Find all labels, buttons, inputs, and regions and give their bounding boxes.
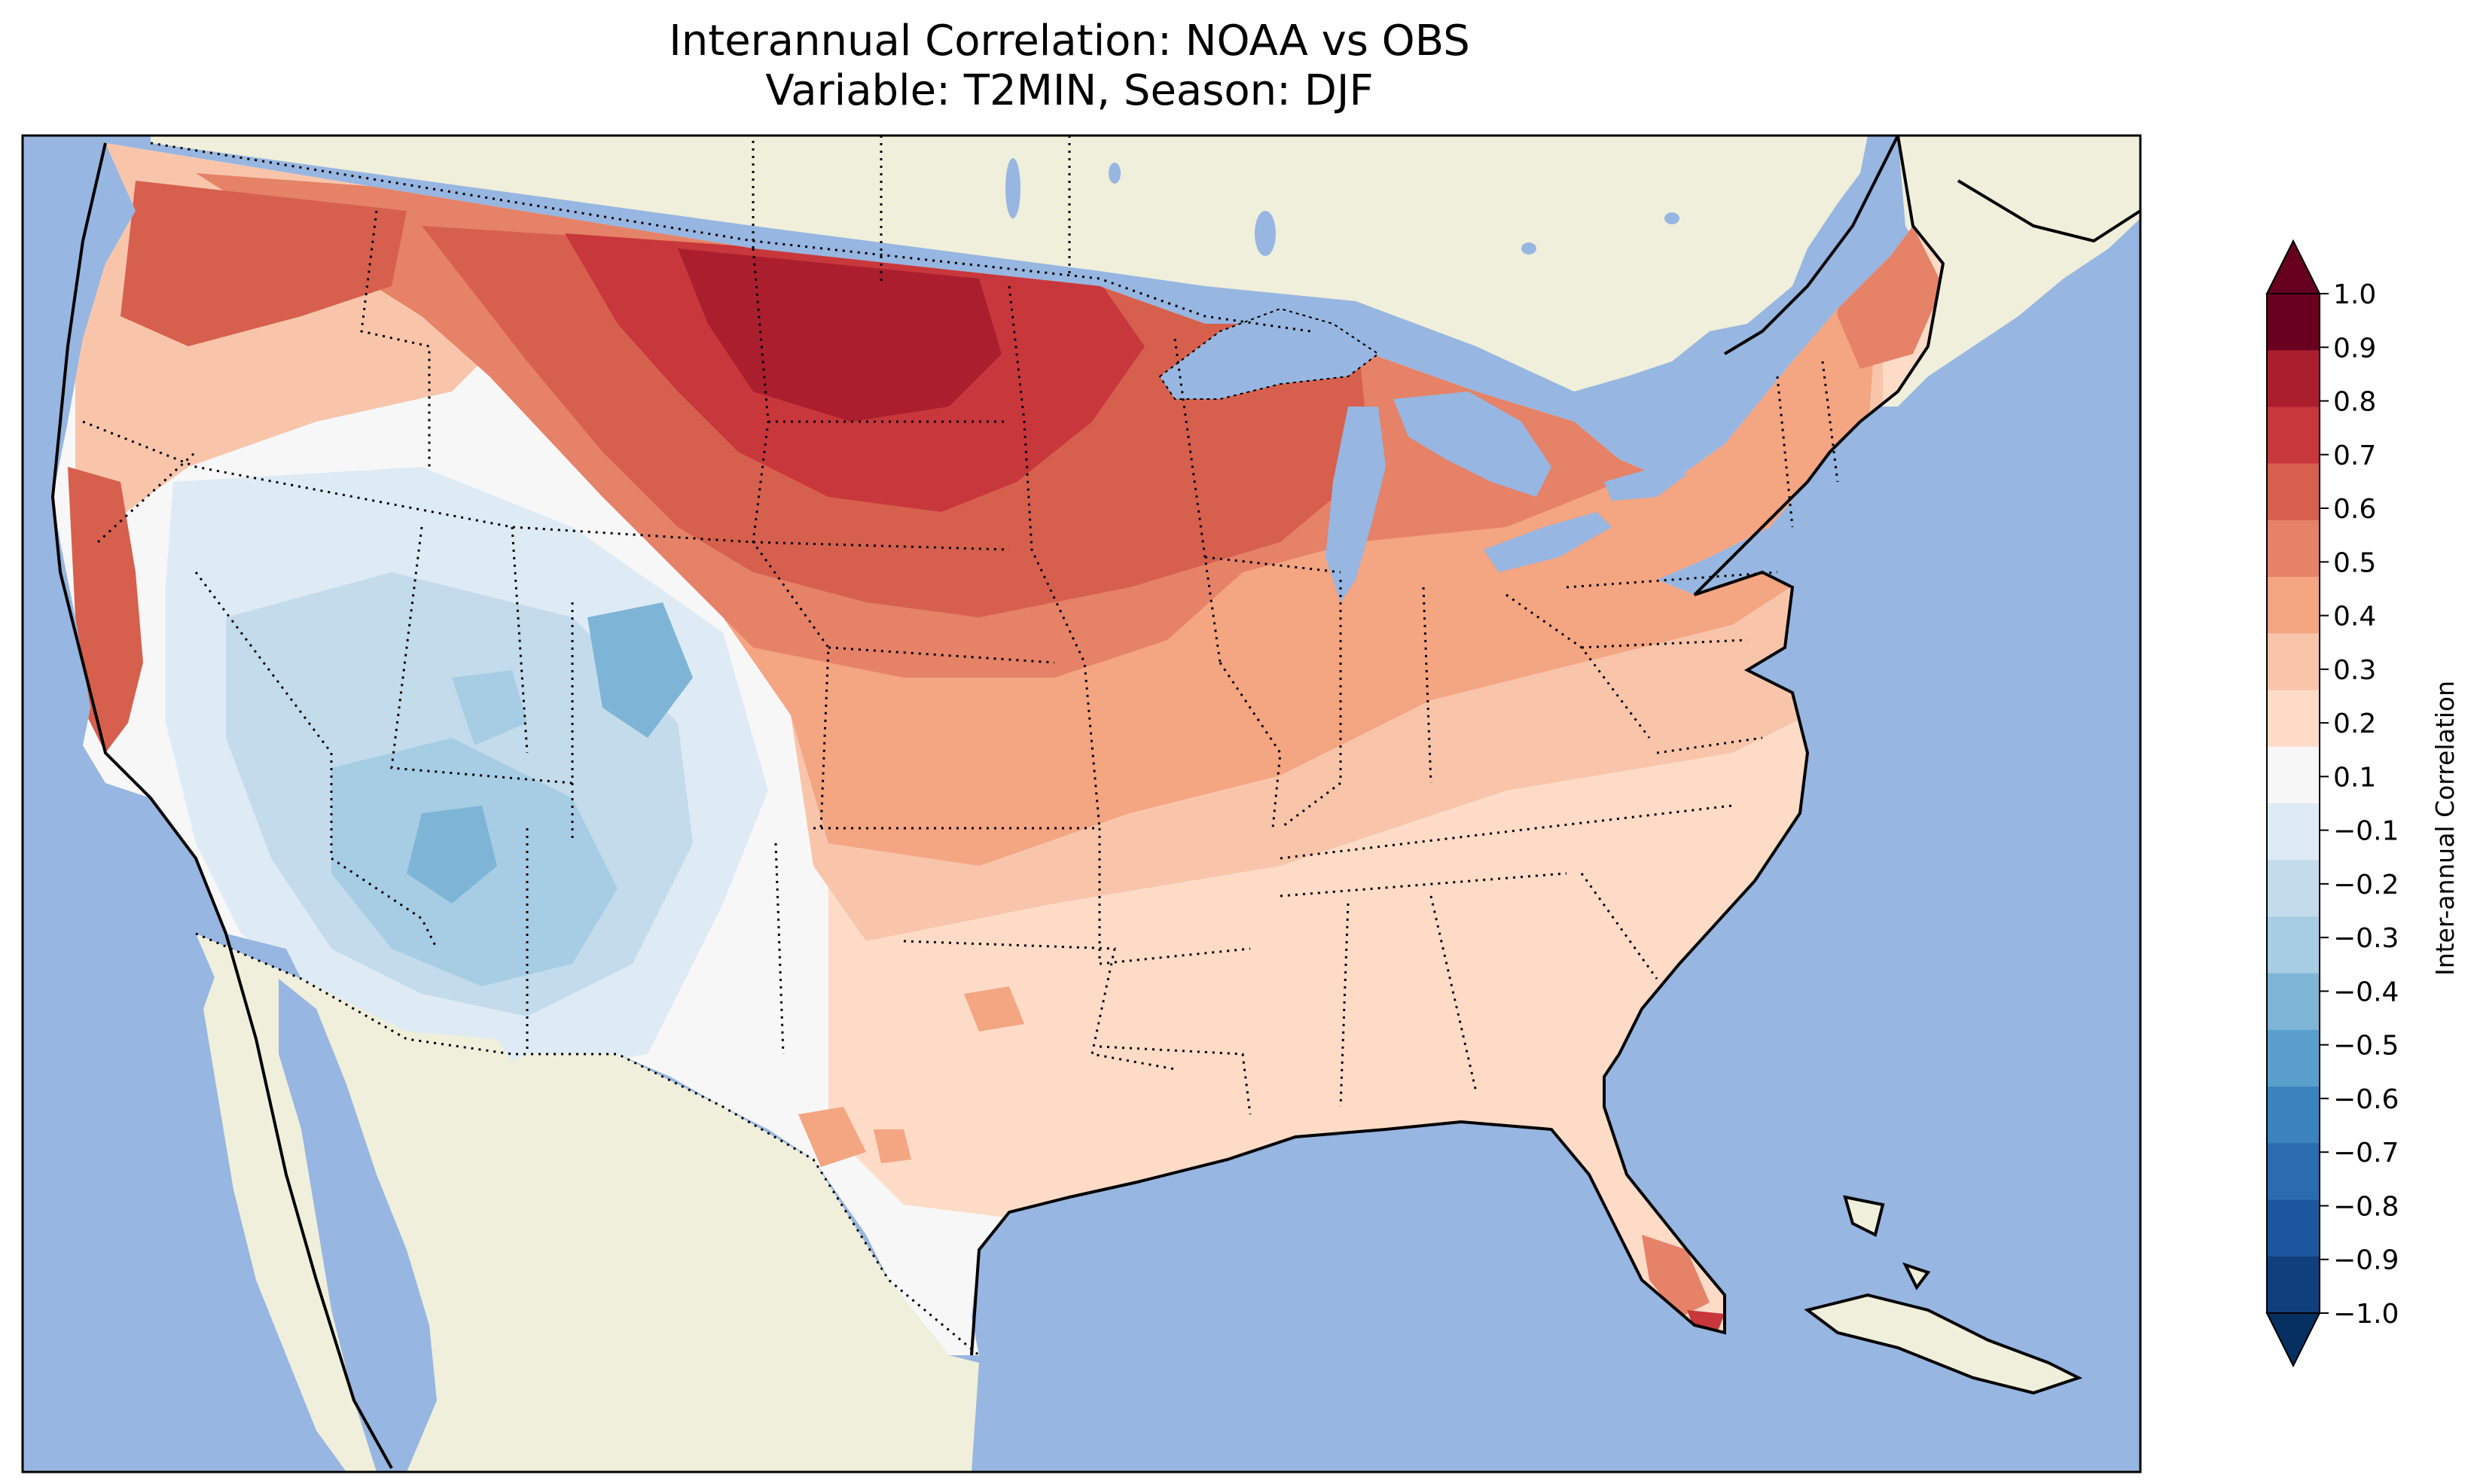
colorbar-tick-label: −0.7 <box>2333 1138 2399 1169</box>
map-frame <box>21 134 2142 1473</box>
canada-lake <box>1255 211 1276 256</box>
canada-land <box>151 136 1868 392</box>
colorbar-tick-label: −0.1 <box>2333 816 2399 847</box>
state-borders <box>82 136 1839 1115</box>
canada-lake <box>1521 242 1536 254</box>
us-coastline <box>50 142 393 1469</box>
colorbar-bin <box>2267 1256 2320 1314</box>
colorbar-frame <box>2266 293 2320 1314</box>
colorbar-ticks: 1.0 0.9 0.8 0.7 0.6 0.5 0.4 0.3 0.2 0.1 −0.1 −0.2 −0… <box>2320 279 2399 1330</box>
chart-title: Interannual Correlation: NOAA vs OBS Var… <box>0 17 2139 116</box>
colorbar-label: Inter-annual Correlation <box>2430 681 2460 976</box>
colorbar-bin <box>2267 803 2320 861</box>
colorbar-tick-label: −0.6 <box>2333 1084 2399 1115</box>
title-line-1: Interannual Correlation: NOAA vs OBS <box>669 17 1470 66</box>
colorbar-tick-label: −0.5 <box>2333 1031 2399 1062</box>
canada-lake <box>1109 163 1121 184</box>
colorbar-tick-label: −1.0 <box>2333 1299 2399 1330</box>
colorbar-tick-label: 0.7 <box>2333 440 2376 471</box>
colorbar-bin <box>2267 1029 2320 1087</box>
colorbar-bin <box>2267 633 2320 691</box>
colorbar-bin <box>2267 577 2320 634</box>
canada-lake <box>1005 158 1020 218</box>
title-line-2: Variable: T2MIN, Season: DJF <box>765 66 1374 115</box>
colorbar-extend-max <box>2265 239 2321 294</box>
colorbar-bin <box>2267 973 2320 1031</box>
colorbar-bin <box>2267 916 2320 974</box>
canada-lake <box>1664 212 1679 224</box>
colorbar-tick-label: 0.3 <box>2333 655 2376 686</box>
lake-ontario <box>1604 467 1687 501</box>
colorbar-tick-label: 0.1 <box>2333 762 2376 793</box>
colorbar-tick-label: 0.6 <box>2333 494 2376 525</box>
colorbar-tick-label: 0.8 <box>2333 387 2376 418</box>
colorbar-bin <box>2267 746 2320 804</box>
colorbar-tick-label: 0.9 <box>2333 333 2376 364</box>
colorbar-tick-label: 1.0 <box>2333 279 2376 310</box>
colorbar-tick-label: −0.3 <box>2333 923 2399 954</box>
colorbar-bin <box>2267 860 2320 917</box>
colorbar-tick-label: −0.8 <box>2333 1191 2399 1222</box>
colorbar-bin <box>2267 350 2320 407</box>
lake-erie <box>1484 512 1612 572</box>
colorbar-tick-label: −0.9 <box>2333 1245 2399 1276</box>
canada-coastline <box>1723 136 2140 355</box>
cuba-land <box>1804 1293 2083 1395</box>
colorbar-bin <box>2267 520 2320 577</box>
colorbar-bin <box>2267 294 2320 351</box>
colorbar-bin <box>2267 1143 2320 1201</box>
gulf-of-california <box>279 979 437 1472</box>
colorbar-tick-label: 0.4 <box>2333 602 2376 632</box>
bahamas-island <box>1902 1262 1931 1291</box>
baja-california <box>203 945 377 1472</box>
colorbar-extend-min <box>2265 1312 2321 1368</box>
colorbar-tick-label: 0.5 <box>2333 547 2376 578</box>
gulf-coastline <box>970 136 1945 1356</box>
colorbar-bin <box>2267 407 2320 465</box>
bahamas-island <box>1843 1195 1885 1237</box>
colorbar-tick-label: 0.2 <box>2333 708 2376 739</box>
colorbar-bin <box>2267 1199 2320 1257</box>
colorbar-bins <box>2265 239 2321 1368</box>
canada-us-border <box>150 142 1311 333</box>
lake-huron <box>1393 392 1551 497</box>
lake-michigan <box>1325 407 1386 602</box>
colorbar-bin <box>2267 463 2320 521</box>
colorbar-bin <box>2267 1086 2320 1144</box>
colorbar-tick-label: −0.4 <box>2333 977 2399 1007</box>
colorbar-bin <box>2267 690 2320 748</box>
colorbar-tick-label: −0.2 <box>2333 870 2399 900</box>
lake-superior <box>1158 307 1380 400</box>
